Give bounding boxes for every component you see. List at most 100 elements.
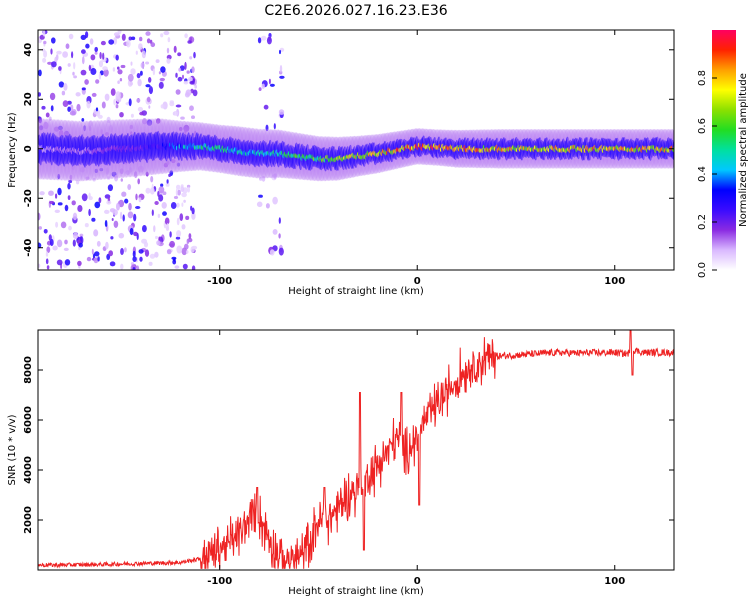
heatmap-speckle	[194, 84, 197, 89]
heatmap-speckle	[169, 101, 175, 107]
heatmap-speckle	[182, 263, 188, 270]
heatmap-speckle	[70, 104, 74, 111]
heatmap-speckle	[170, 202, 177, 209]
y-tick-label: 2000	[23, 506, 34, 534]
heatmap-speckle	[159, 77, 165, 82]
heatmap-speckle	[140, 70, 143, 76]
heatmap-speckle	[279, 65, 283, 73]
heatmap-speckle	[71, 200, 76, 206]
heatmap-speckle	[79, 233, 84, 237]
heatmap-speckle	[142, 225, 147, 233]
heatmap-speckle	[145, 84, 151, 88]
heatmap-speckle	[110, 88, 116, 96]
spectrogram-axes: -100 0 100 -40 -20 0 20 40	[23, 30, 674, 287]
heatmap-speckle	[188, 76, 193, 83]
snr-frame	[37, 329, 675, 571]
heatmap-speckle	[175, 72, 178, 78]
heatmap-speckle	[154, 201, 159, 205]
heatmap-speckle	[178, 67, 182, 72]
heatmap-speckle	[139, 36, 143, 42]
heatmap-speckle	[167, 37, 171, 43]
heatmap-speckle	[173, 196, 179, 199]
y-tick-label: 8000	[23, 356, 34, 384]
heatmap-speckle	[64, 204, 69, 212]
heatmap-speckle	[160, 66, 166, 73]
heatmap-speckle	[273, 123, 276, 130]
heatmap-speckle	[94, 46, 98, 53]
heatmap-speckle	[128, 202, 132, 211]
heatmap-speckle	[41, 105, 46, 110]
heatmap-speckle	[64, 259, 71, 266]
heatmap-speckle	[183, 80, 189, 85]
heatmap-speckle	[176, 217, 180, 226]
heatmap-speckle	[166, 47, 170, 54]
heatmap-speckle	[57, 202, 63, 206]
snr-panel: -100 0 100 2000 4000 6000 8000 Height of strai…	[7, 329, 675, 597]
heatmap-speckle	[81, 49, 86, 54]
heatmap-speckle	[180, 116, 185, 120]
y-tick-label: 40	[23, 43, 34, 57]
heatmap-speckle	[180, 186, 185, 192]
heatmap-speckle	[67, 195, 71, 201]
heatmap-speckle	[81, 193, 88, 202]
heatmap-speckle	[81, 87, 86, 91]
heatmap-speckle	[106, 200, 112, 205]
heatmap-speckle	[38, 92, 41, 97]
x-tick-label: 100	[604, 576, 625, 587]
heatmap-speckle	[91, 92, 97, 97]
heatmap-speckle	[115, 91, 121, 99]
heatmap-speckle	[176, 230, 182, 238]
heatmap-speckle	[173, 258, 176, 262]
heatmap-speckle	[110, 236, 114, 240]
heatmap-speckle	[90, 68, 97, 75]
colorbar-tick-label: 0.8	[697, 70, 708, 86]
heatmap-speckle	[259, 177, 263, 181]
y-tick-label: -40	[23, 239, 34, 257]
heatmap-speckle	[72, 212, 78, 221]
heatmap-speckle	[97, 114, 103, 119]
heatmap-speckle	[121, 191, 127, 197]
heatmap-speckle	[71, 51, 74, 59]
heatmap-speckle	[146, 96, 151, 103]
heatmap-speckle	[47, 61, 53, 65]
heatmap-speckle	[62, 51, 68, 58]
heatmap-speckle	[84, 79, 89, 85]
heatmap-speckle	[62, 100, 69, 107]
heatmap-speckle	[117, 80, 120, 84]
heatmap-speckle	[38, 263, 41, 268]
heatmap-speckle	[258, 87, 262, 91]
heatmap-speckle	[135, 193, 138, 201]
heatmap-speckle	[94, 201, 101, 209]
x-tick-label: 0	[414, 276, 421, 287]
heatmap-speckle	[177, 189, 181, 196]
heatmap-speckle	[279, 75, 285, 79]
heatmap-speckle	[55, 193, 58, 199]
heatmap-speckle	[91, 248, 94, 255]
heatmap-speckle	[184, 33, 188, 39]
heatmap-speckle	[89, 38, 94, 45]
heatmap-speckle	[173, 45, 177, 53]
heatmap-speckle	[57, 187, 62, 196]
heatmap-speckle	[86, 256, 92, 262]
heatmap-speckle	[85, 31, 89, 39]
heatmap-speckle	[272, 196, 278, 205]
heatmap-speckle	[115, 54, 119, 61]
heatmap-speckle	[155, 235, 158, 240]
heatmap-speckle	[164, 217, 170, 225]
heatmap-speckle	[193, 51, 196, 59]
heatmap-speckle	[90, 54, 96, 61]
heatmap-speckle	[80, 236, 84, 245]
heatmap-speckle	[119, 211, 123, 220]
heatmap-speckle	[191, 212, 196, 220]
heatmap-speckle	[113, 32, 120, 37]
heatmap-speckle	[104, 209, 108, 214]
heatmap-speckle	[191, 66, 195, 73]
heatmap-speckle	[77, 260, 82, 266]
heatmap-speckle	[184, 61, 187, 70]
heatmap-speckle	[133, 231, 138, 237]
heatmap-speckle	[118, 232, 125, 239]
heatmap-speckle	[56, 239, 63, 248]
heatmap-speckle	[129, 227, 134, 236]
heatmap-speckle	[54, 209, 60, 213]
heatmap-speckle	[260, 35, 267, 41]
